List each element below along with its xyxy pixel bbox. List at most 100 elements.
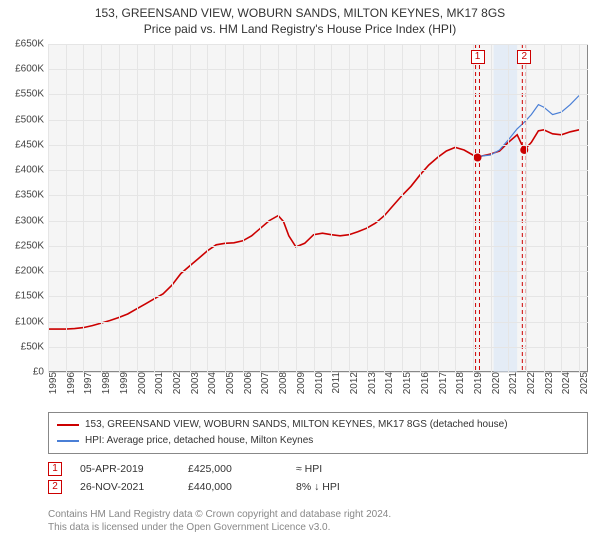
x-tick-label: 2010 xyxy=(310,372,325,394)
attribution: Contains HM Land Registry data © Crown c… xyxy=(48,508,391,534)
gridline-v xyxy=(172,44,173,372)
y-tick-label: £300K xyxy=(15,215,48,226)
sale-marker-label: 1 xyxy=(471,50,485,64)
sales-table: 105-APR-2019£425,000≈ HPI226-NOV-2021£44… xyxy=(48,460,386,496)
gridline-v xyxy=(260,44,261,372)
sales-price: £425,000 xyxy=(188,463,278,475)
y-tick-label: £450K xyxy=(15,139,48,150)
legend-swatch xyxy=(57,440,79,442)
x-tick-label: 1995 xyxy=(44,372,59,394)
gridline-h xyxy=(48,170,588,171)
sales-date: 05-APR-2019 xyxy=(80,463,170,475)
gridline-v xyxy=(207,44,208,372)
gridline-v xyxy=(296,44,297,372)
gridline-h xyxy=(48,347,588,348)
y-tick-label: £600K xyxy=(15,64,48,75)
gridline-v xyxy=(66,44,67,372)
x-tick-label: 2025 xyxy=(575,372,590,394)
sales-row: 105-APR-2019£425,000≈ HPI xyxy=(48,460,386,478)
legend-row: 153, GREENSAND VIEW, WOBURN SANDS, MILTO… xyxy=(57,417,579,433)
gridline-v xyxy=(420,44,421,372)
sales-row: 226-NOV-2021£440,0008% ↓ HPI xyxy=(48,478,386,496)
gridline-v xyxy=(367,44,368,372)
x-tick-label: 2012 xyxy=(345,372,360,394)
gridline-v xyxy=(491,44,492,372)
x-tick-label: 2007 xyxy=(256,372,271,394)
x-tick-label: 2018 xyxy=(451,372,466,394)
sales-price: £440,000 xyxy=(188,481,278,493)
legend-row: HPI: Average price, detached house, Milt… xyxy=(57,433,579,449)
gridline-h xyxy=(48,296,588,297)
x-tick-label: 1998 xyxy=(97,372,112,394)
x-tick-label: 2016 xyxy=(416,372,431,394)
gridline-v xyxy=(331,44,332,372)
title-line-2: Price paid vs. HM Land Registry's House … xyxy=(0,22,600,36)
gridline-h xyxy=(48,322,588,323)
chart-title: 153, GREENSAND VIEW, WOBURN SANDS, MILTO… xyxy=(0,0,600,36)
gridline-v xyxy=(101,44,102,372)
x-tick-label: 2020 xyxy=(487,372,502,394)
y-tick-label: £250K xyxy=(15,240,48,251)
x-tick-label: 2019 xyxy=(469,372,484,394)
y-tick-label: £650K xyxy=(15,39,48,50)
x-tick-label: 2004 xyxy=(203,372,218,394)
sales-date: 26-NOV-2021 xyxy=(80,481,170,493)
gridline-h xyxy=(48,195,588,196)
x-tick-label: 2000 xyxy=(133,372,148,394)
series-hpi xyxy=(478,96,580,158)
attribution-line-1: Contains HM Land Registry data © Crown c… xyxy=(48,508,391,521)
x-tick-label: 2023 xyxy=(540,372,555,394)
gridline-h xyxy=(48,145,588,146)
gridline-v xyxy=(579,44,580,372)
gridline-v xyxy=(243,44,244,372)
gridline-v xyxy=(190,44,191,372)
attribution-line-2: This data is licensed under the Open Gov… xyxy=(48,521,391,534)
y-tick-label: £500K xyxy=(15,114,48,125)
gridline-v xyxy=(278,44,279,372)
gridline-v xyxy=(455,44,456,372)
gridline-v xyxy=(473,44,474,372)
legend-swatch xyxy=(57,424,79,426)
y-tick-label: £400K xyxy=(15,165,48,176)
y-tick-label: £350K xyxy=(15,190,48,201)
sales-num: 1 xyxy=(48,462,62,476)
gridline-v xyxy=(225,44,226,372)
gridline-v xyxy=(83,44,84,372)
gridline-v xyxy=(402,44,403,372)
legend-label: 153, GREENSAND VIEW, WOBURN SANDS, MILTO… xyxy=(85,417,508,433)
gridline-v xyxy=(314,44,315,372)
y-tick-label: £550K xyxy=(15,89,48,100)
x-tick-label: 2005 xyxy=(221,372,236,394)
gridline-h xyxy=(48,120,588,121)
gridline-h xyxy=(48,221,588,222)
y-tick-label: £200K xyxy=(15,266,48,277)
x-tick-label: 2022 xyxy=(522,372,537,394)
x-tick-label: 2014 xyxy=(380,372,395,394)
gridline-h xyxy=(48,271,588,272)
x-tick-label: 2008 xyxy=(274,372,289,394)
gridline-v xyxy=(137,44,138,372)
x-tick-label: 1996 xyxy=(62,372,77,394)
x-tick-label: 1997 xyxy=(79,372,94,394)
gridline-h xyxy=(48,94,588,95)
gridline-h xyxy=(48,69,588,70)
x-tick-label: 2003 xyxy=(186,372,201,394)
gridline-v xyxy=(48,44,49,372)
x-tick-label: 2013 xyxy=(363,372,378,394)
x-tick-label: 2006 xyxy=(239,372,254,394)
legend: 153, GREENSAND VIEW, WOBURN SANDS, MILTO… xyxy=(48,412,588,454)
x-tick-label: 2024 xyxy=(557,372,572,394)
gridline-v xyxy=(544,44,545,372)
x-tick-label: 2011 xyxy=(327,372,342,394)
legend-label: HPI: Average price, detached house, Milt… xyxy=(85,433,313,449)
x-tick-label: 2015 xyxy=(398,372,413,394)
x-tick-label: 1999 xyxy=(115,372,130,394)
gridline-v xyxy=(561,44,562,372)
x-tick-label: 2001 xyxy=(150,372,165,394)
gridline-h xyxy=(48,44,588,45)
x-tick-label: 2002 xyxy=(168,372,183,394)
gridline-v xyxy=(438,44,439,372)
gridline-v xyxy=(119,44,120,372)
gridline-v xyxy=(349,44,350,372)
y-tick-label: £50K xyxy=(21,341,48,352)
